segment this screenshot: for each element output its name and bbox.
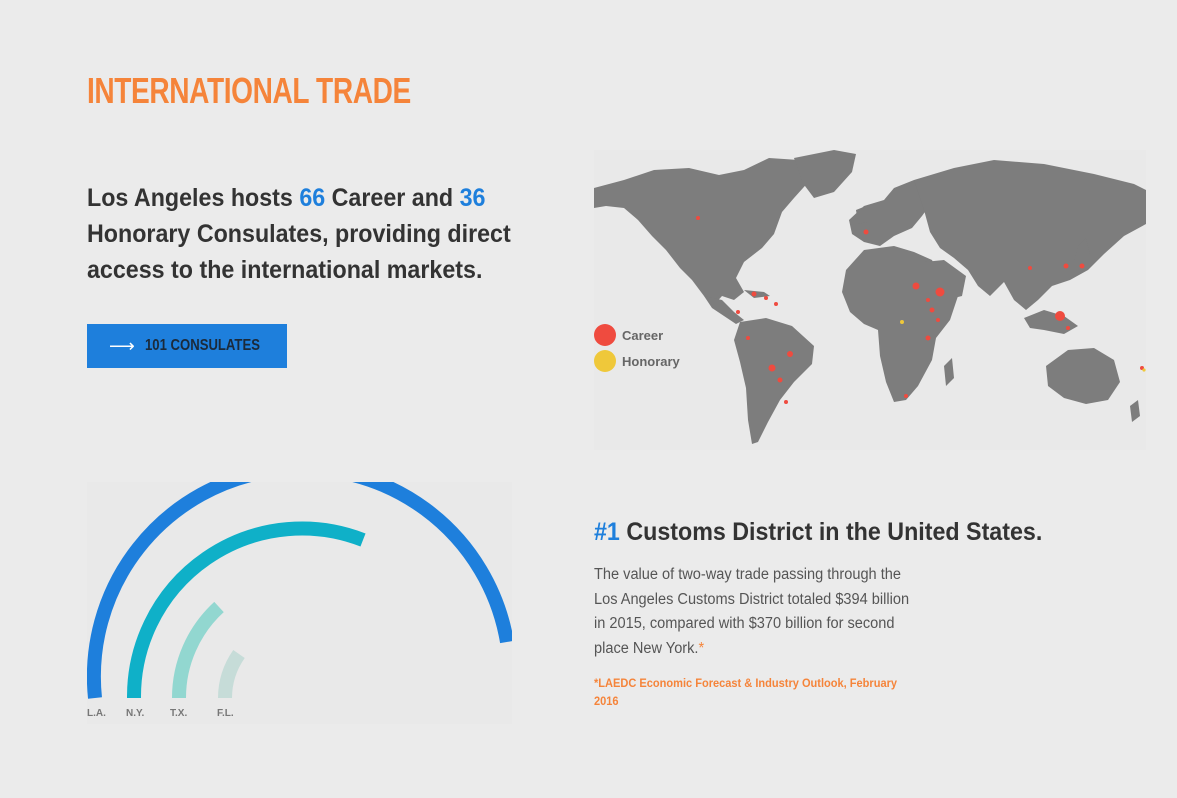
trade-arc-chart: L.A. N.Y. T.X. F.L.: [87, 482, 512, 724]
legend-label-honorary: Honorary: [622, 353, 680, 369]
footnote-marker: *: [698, 639, 705, 657]
legend-item-career: Career: [594, 322, 680, 348]
legend-dot-career: [594, 324, 616, 346]
description-text: The value of two-way trade passing throu…: [594, 566, 910, 657]
customs-district-headline: #1 Customs District in the United States…: [594, 518, 1042, 547]
arc-label-fl: F.L.: [217, 708, 234, 719]
career-count: 66: [299, 184, 326, 212]
map-legend: Career Honorary: [594, 322, 680, 374]
arrow-right-icon: ⟶: [109, 335, 135, 356]
section-title: INTERNATIONAL TRADE: [87, 70, 411, 111]
arc-tx: [171, 601, 224, 699]
legend-label-career: Career: [622, 327, 664, 343]
intro-text-1: Los Angeles hosts: [87, 184, 300, 212]
legend-item-honorary: Honorary: [594, 348, 680, 374]
rank-number: #1: [594, 518, 620, 546]
world-map-graphic: [594, 150, 1146, 444]
consulates-button[interactable]: ⟶ 101 CONSULATES: [87, 324, 287, 368]
legend-dot-honorary: [594, 350, 616, 372]
world-map: Career Honorary: [594, 150, 1146, 450]
consulates-button-label: 101 CONSULATES: [144, 337, 260, 354]
arc-ny: [126, 521, 366, 699]
intro-text-3: Honorary Consulates, providing direct ac…: [87, 220, 511, 284]
source-footnote: *LAEDC Economic Forecast & Industry Outl…: [594, 676, 898, 708]
customs-description: The value of two-way trade passing throu…: [594, 563, 914, 661]
trade-arcs: [87, 482, 512, 699]
arc-fl: [218, 649, 245, 699]
honorary-count: 36: [459, 184, 486, 212]
intro-text-2: Career and: [325, 184, 460, 212]
arc-la: [87, 482, 512, 699]
arc-label-tx: T.X.: [170, 708, 188, 719]
headline-text: Customs District in the United States.: [619, 518, 1043, 546]
arc-label-ny: N.Y.: [126, 708, 145, 719]
consulates-intro: Los Angeles hosts 66 Career and 36 Honor…: [87, 180, 515, 288]
arc-label-la: L.A.: [87, 708, 106, 719]
